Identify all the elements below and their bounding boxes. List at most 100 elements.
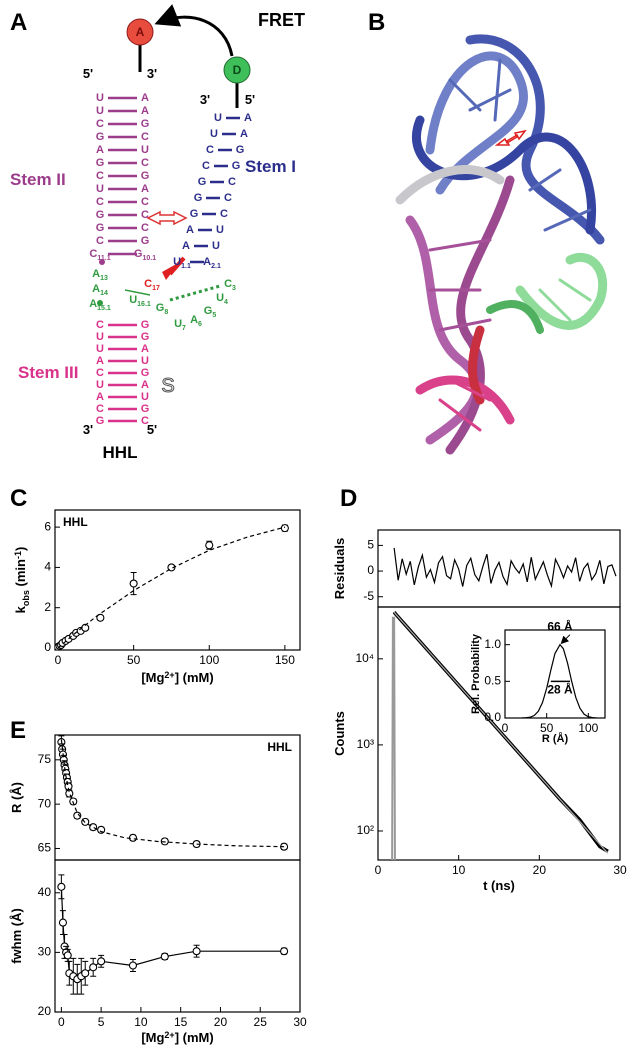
y-tick-label: 10³	[357, 737, 374, 751]
nucleotide-number: 11.1	[97, 255, 110, 262]
axis-label-part: 2+	[164, 670, 174, 680]
axis-label: t (ns)	[483, 878, 515, 893]
y-tick-label: 40	[38, 885, 52, 899]
axis-label-part: -1	[13, 551, 23, 559]
nucleotide: U4	[216, 292, 228, 306]
nucleotide: C	[141, 415, 149, 427]
nucleotide: G	[141, 319, 150, 331]
axis-label: kobs (min-1)	[13, 547, 31, 614]
data-point	[280, 947, 289, 956]
annotation: 66 Å	[547, 619, 573, 634]
nucleotide: A15.1	[89, 298, 111, 312]
nucleotide: C	[228, 176, 236, 188]
strand-end: 5'	[83, 66, 93, 81]
plot-area	[55, 524, 289, 650]
axis-label-part: k	[13, 605, 28, 613]
x-tick-label: 25	[254, 1015, 268, 1029]
y-tick-label: 2	[44, 600, 51, 614]
panel-label: D	[340, 485, 357, 512]
nucleotide: C3	[224, 278, 236, 292]
panel-label: E	[10, 717, 26, 744]
axis-label-part: )	[13, 547, 28, 551]
data-point	[57, 882, 66, 891]
data-point	[192, 947, 201, 956]
nucleotide: G	[141, 118, 150, 130]
nucleotide-letter: G	[204, 305, 213, 317]
nucleotide: C	[141, 222, 149, 234]
nucleotide: C	[96, 170, 104, 182]
y-tick-label: 0.5	[484, 674, 501, 688]
axis-label: [Mg2+] (mM)	[141, 670, 213, 685]
series-line	[60, 739, 285, 848]
nucleotide: G10.1	[134, 248, 156, 262]
nucleotide-letter: C	[89, 248, 97, 260]
nucleotide: G	[232, 160, 241, 172]
nucleotide-letter: G	[156, 302, 165, 314]
nucleotide: C	[96, 403, 104, 415]
nucleotide: C	[206, 144, 214, 156]
nucleotide: G	[190, 208, 199, 220]
axis-label: [Mg2+] (mM)	[141, 1030, 213, 1045]
nucleotide: U	[96, 105, 104, 117]
nucleotide: C	[141, 196, 149, 208]
nucleotide-number: 15.1	[97, 305, 111, 312]
x-tick-label: 10	[134, 1015, 148, 1029]
y-tick-label: 0	[367, 563, 374, 577]
strand-end: 3'	[83, 422, 93, 437]
nucleotide: A	[244, 112, 252, 124]
nucleotide-letter: U	[174, 318, 182, 330]
x-tick-label: 10	[452, 863, 466, 877]
nucleotide-number: 5	[212, 312, 216, 319]
y-tick-label: 4	[44, 560, 51, 574]
nucleotide: G	[96, 131, 105, 143]
nucleotide-number: 4	[224, 299, 228, 306]
nucleotide: A	[141, 343, 149, 355]
strand-end: 3'	[200, 92, 210, 107]
nucleotide: A	[182, 240, 190, 252]
strand-end: 5'	[245, 92, 255, 107]
plot-frame	[54, 859, 301, 1013]
axis-label-part: 2+	[164, 1030, 174, 1040]
data-point	[96, 613, 105, 622]
nucleotide: C	[202, 160, 210, 172]
nucleotide-number: 13	[100, 275, 108, 282]
nucleotide-number: 2.1	[211, 263, 221, 270]
plot-area	[521, 643, 597, 718]
axis-label: Counts	[332, 711, 347, 756]
data-point	[89, 823, 98, 832]
nucleotide: C	[96, 118, 104, 130]
nucleotide: U	[96, 331, 104, 343]
nucleotide: A2.1	[203, 256, 221, 270]
nucleotide-letter: A	[92, 268, 100, 280]
axis-label-part: ] (mM)	[175, 1030, 214, 1045]
y-tick-label: 70	[38, 796, 52, 810]
nucleotide-number: 17	[152, 285, 160, 292]
nucleotide: A6	[190, 314, 202, 328]
nucleotide: G	[96, 415, 105, 427]
x-tick-label: 150	[275, 653, 295, 667]
nucleotide: C	[224, 192, 232, 204]
nucleotide-letter: C	[144, 278, 152, 290]
fret-label: FRET	[258, 10, 305, 30]
nucleotide: C11.1	[89, 248, 110, 262]
substrate-symbol: S	[161, 375, 174, 397]
fret-decor	[97, 4, 251, 306]
data-point	[128, 833, 138, 842]
nucleotide: C	[141, 157, 149, 169]
nucleotide: U16.1	[129, 294, 151, 308]
chart-label: HHL	[63, 515, 88, 529]
nucleotide: C	[141, 209, 149, 221]
nucleotide: A	[240, 128, 248, 140]
nucleotide-letter: C	[224, 278, 232, 290]
nucleotide: C	[96, 367, 104, 379]
series-line	[391, 616, 396, 860]
data-point	[160, 952, 169, 961]
nucleotide: U	[212, 240, 220, 252]
y-tick-label: 10²	[357, 823, 374, 837]
y-tick-label: 10⁴	[355, 651, 374, 665]
nucleotide: C	[220, 208, 228, 220]
nucleotide: C	[96, 196, 104, 208]
plot-frame	[377, 606, 621, 861]
nucleotide: U	[96, 343, 104, 355]
nucleotide: A	[96, 355, 104, 367]
